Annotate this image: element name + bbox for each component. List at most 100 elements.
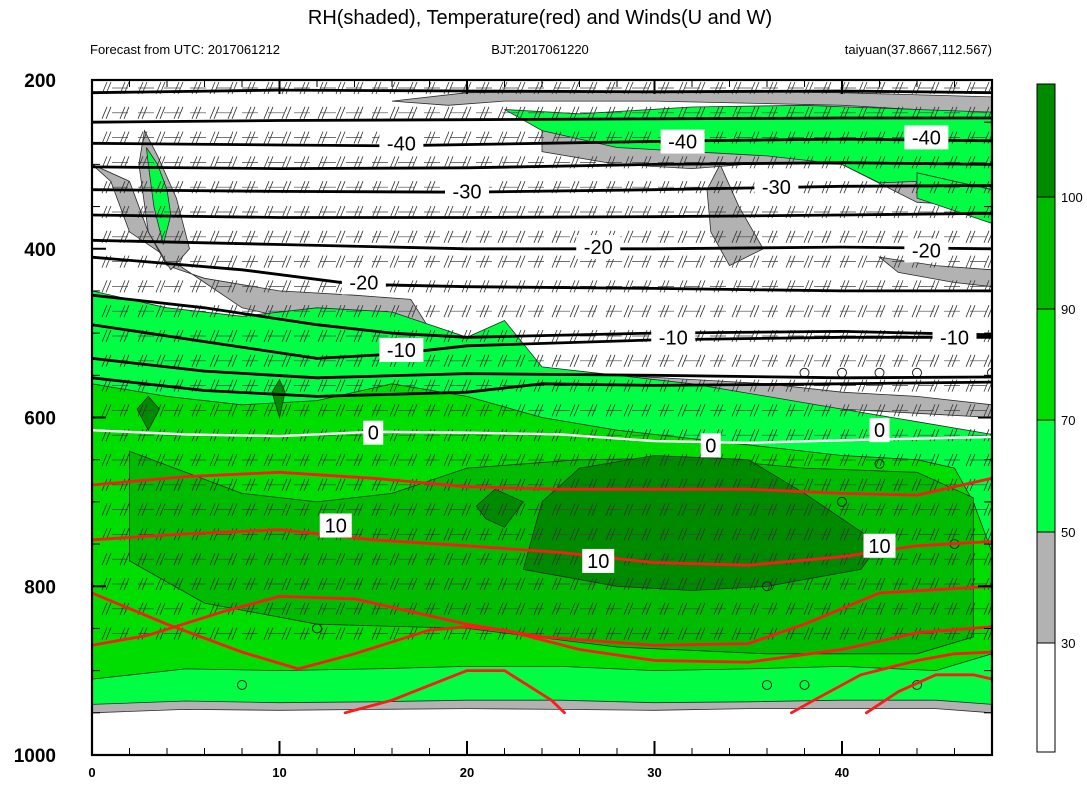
wind-barb [749,404,760,417]
wind-barb [101,627,112,640]
wind-barb [515,528,526,541]
wind-barb [677,230,688,243]
wind-barb [983,230,992,243]
temperature-contour--10 [92,323,992,360]
wind-barb [443,354,454,367]
wind-barb [533,106,544,119]
wind-barb [101,131,112,144]
wind-barb [173,305,184,318]
wind-barb [245,255,256,268]
wind-barb [623,453,634,467]
wind-barb [785,404,796,417]
wind-barb [767,453,778,467]
wind-barb [677,404,688,417]
wind-barb [371,305,382,318]
wind-barb [947,553,958,566]
wind-barb [173,106,184,119]
colorbar-segment [1036,531,1056,644]
wind-barb [605,106,616,119]
wind-barb [533,577,544,591]
wind-barb [911,553,922,566]
contour-label-box [700,433,721,458]
wind-barb [191,453,202,467]
wind-barb [767,106,778,119]
wind-barb [839,379,850,392]
wind-barb [623,305,634,318]
wind-barb [155,280,166,293]
wind-barb [659,230,670,243]
wind-barb [533,453,544,467]
wind-barb [371,156,382,169]
wind-barb [407,404,418,417]
calm-wind-circle [312,623,322,634]
wind-barb [515,305,526,318]
wind-barb [353,453,364,467]
wind-barb [371,106,382,119]
wind-barb [749,354,760,367]
y-tick-label: 1000 [14,746,56,767]
wind-barb [353,205,364,219]
wind-barb [587,280,598,293]
wind-barb [587,503,598,516]
wind-barb [425,354,436,367]
wind-barb [425,205,436,219]
wind-barb [173,602,184,615]
wind-barb [173,478,184,491]
wind-barb [497,354,508,367]
wind-barb [821,379,832,392]
contour-labels: -40 -40 -40 -30 -30 -20 -20 -20 -10 -10 -10 0 0 0 10 10… [319,125,977,573]
wind-barb [479,553,490,566]
y-tick-label: 800 [24,577,56,598]
wind-barb [335,305,346,318]
wind-barb [209,329,220,343]
wind-barb [155,478,166,491]
wind-barb [353,503,364,516]
wind-barb [173,280,184,293]
wind-barb [623,404,634,417]
contour-label: -20 [349,273,378,295]
contour-label: -20 [584,237,613,259]
wind-barb [695,503,706,516]
x-tick-label: 30 [647,765,661,780]
wind-barb [335,379,346,392]
wind-barb [569,453,580,467]
wind-barb [497,106,508,119]
wind-barb [731,577,742,591]
wind-barb [227,329,238,343]
wind-barb [587,305,598,318]
wind-barb [119,553,130,566]
wind-barb [371,503,382,516]
wind-barb [443,106,454,119]
wind-barb [731,255,742,268]
wind-barb [497,528,508,541]
wind-barb [389,156,400,169]
wind-barb [857,503,868,516]
wind-barb [713,230,724,243]
wind-barb [533,305,544,318]
wind-barb [479,602,490,615]
wind-barb [821,255,832,268]
wind-barb [893,553,904,566]
wind-barb [623,354,634,367]
wind-barb [893,255,904,268]
wind-barb [839,354,850,367]
wind-barb [515,404,526,417]
wind-barb [749,528,760,541]
x-tick-label: 20 [460,765,474,780]
wind-barb [713,577,724,591]
wind-barb [137,528,148,541]
wind-barb [209,404,220,417]
wind-barb [857,255,868,268]
wind-barb [443,305,454,318]
wind-barb [497,230,508,243]
wind-barb [119,577,130,591]
wind-barb [803,230,814,243]
wind-barb [911,503,922,516]
wind-barb [929,503,940,516]
wind-barb [335,329,346,343]
wind-barb [641,404,652,417]
wind-barb [515,230,526,243]
subtitle-forecast-time: Forecast from UTC: 2017061212 [90,42,280,57]
wind-barb [389,528,400,541]
wind-barb [425,404,436,417]
